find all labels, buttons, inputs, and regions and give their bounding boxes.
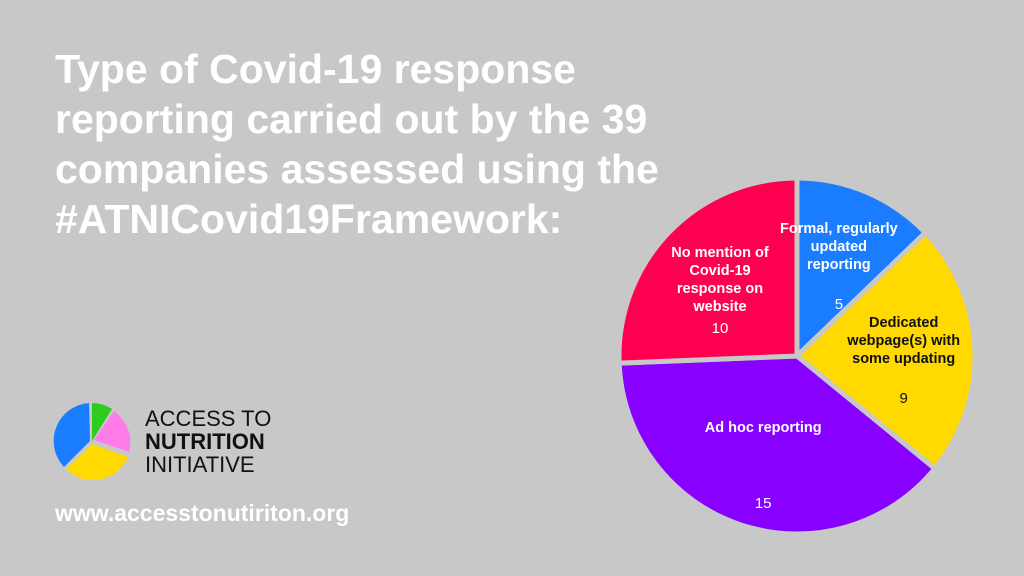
slice-label: Formal, regularly updated reporting — [780, 220, 898, 273]
slice-value: 9 — [899, 389, 908, 407]
chart-title: Type of Covid-19 response reporting carr… — [55, 46, 659, 242]
slice-value: 5 — [834, 295, 844, 313]
slice-value: 10 — [711, 320, 729, 338]
pie-slice — [616, 175, 800, 366]
logo-text: ACCESS TO NUTRITION INITIATIVE — [145, 407, 271, 476]
logo-line: INITIATIVE — [145, 452, 255, 477]
slice-label: No mention of Covid-19 response on websi… — [671, 245, 769, 316]
website: www.accesstonutiriton.org — [55, 500, 350, 526]
pie-slice — [793, 229, 978, 473]
slice-label: Dedicated webpage(s) with some updating — [847, 314, 961, 367]
logo-line: NUTRITION — [145, 429, 265, 454]
slice-value: 15 — [754, 495, 772, 513]
logo-line: ACCESS TO — [145, 406, 272, 431]
pie-slice — [794, 175, 929, 362]
pie-slice — [616, 353, 939, 537]
logo-icon — [53, 403, 131, 481]
slice-label: Ad hoc reporting — [704, 420, 822, 437]
